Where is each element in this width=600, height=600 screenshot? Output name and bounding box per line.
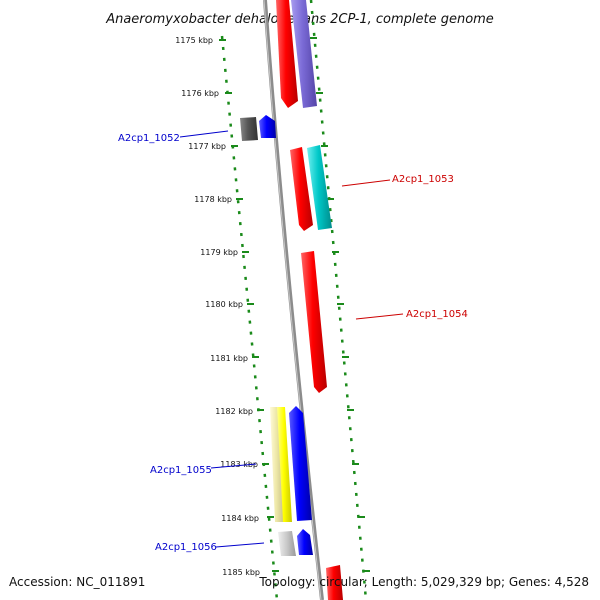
gene-red-top[interactable]: [276, 0, 298, 108]
gene-yellow-1055[interactable]: [277, 407, 292, 522]
tick-label-1175: 1175 kbp: [175, 36, 213, 45]
gene-red-1054[interactable]: [301, 251, 327, 393]
tick-label-1180: 1180 kbp: [205, 300, 243, 309]
outer-tick-marks: [310, 37, 370, 572]
tick-label-1181: 1181 kbp: [210, 354, 248, 363]
gene-red-bottom[interactable]: [326, 565, 343, 600]
footer-accession: Accession: NC_011891: [9, 575, 145, 589]
gene-cyan-1053[interactable]: [307, 145, 332, 230]
leader-a2cp1-1052: [179, 130, 229, 138]
gene-red-1053[interactable]: [290, 147, 313, 231]
tick-label-1182: 1182 kbp: [215, 407, 253, 416]
gene-blue-1055[interactable]: [289, 406, 312, 521]
gene-label-a2cp1-1052[interactable]: A2cp1_1052: [118, 133, 180, 144]
tick-label-1178: 1178 kbp: [194, 195, 232, 204]
gene-label-a2cp1-1055[interactable]: A2cp1_1055: [150, 465, 212, 476]
footer-summary: Topology: circular; Length: 5,029,329 bp…: [258, 575, 589, 589]
tick-label-1176: 1176 kbp: [181, 89, 219, 98]
tick-label-1185: 1185 kbp: [222, 568, 260, 577]
gene-label-a2cp1-1053[interactable]: A2cp1_1053: [392, 174, 454, 185]
genome-backbone: [263, 0, 324, 600]
leader-a2cp1-1055: [210, 463, 257, 469]
gene-dark-grey-1052[interactable]: [240, 117, 258, 141]
tick-label-1184: 1184 kbp: [221, 514, 259, 523]
gene-label-a2cp1-1056[interactable]: A2cp1_1056: [155, 542, 217, 553]
gene-grey-1056[interactable]: [278, 531, 296, 556]
tick-label-1177: 1177 kbp: [188, 142, 226, 151]
gene-blue-1052[interactable]: [259, 115, 276, 138]
gene-label-a2cp1-1054[interactable]: A2cp1_1054: [406, 309, 468, 320]
tick-label-1179: 1179 kbp: [200, 248, 238, 257]
tick-label-1183: 1183 kbp: [220, 460, 258, 469]
leader-a2cp1-1053: [341, 179, 391, 187]
leader-a2cp1-1054: [355, 313, 404, 320]
gene-blue-1056[interactable]: [297, 529, 313, 555]
gene-purple-top[interactable]: [291, 0, 317, 108]
gene-pale-yellow-1055[interactable]: [270, 407, 284, 522]
leader-a2cp1-1056: [215, 542, 265, 548]
outer-tick-ring: [309, 0, 368, 600]
